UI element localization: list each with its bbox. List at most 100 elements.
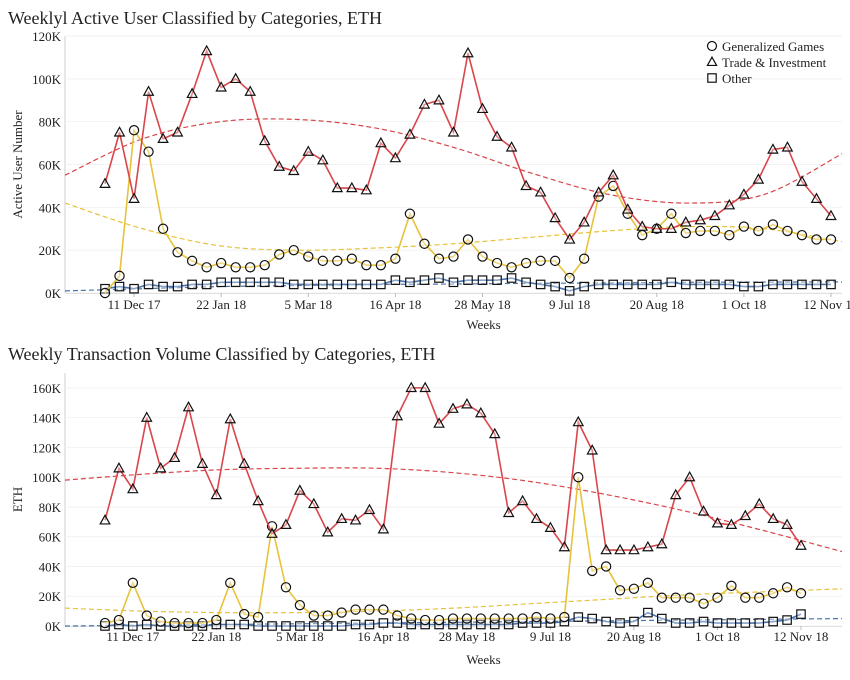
point-other: [448, 619, 458, 630]
point-generalized-games: [143, 146, 154, 157]
point-trade-investment: [331, 181, 344, 193]
point-generalized-games: [491, 257, 503, 269]
point-other: [656, 613, 667, 624]
point-trade-investment: [419, 381, 431, 393]
point-other: [768, 279, 778, 290]
point-generalized-games: [448, 251, 459, 262]
point-trade-investment: [767, 512, 779, 524]
point-other: [550, 281, 560, 292]
point-generalized-games: [517, 613, 528, 624]
point-other: [670, 618, 681, 628]
point-trade-investment: [113, 461, 125, 473]
point-trade-investment: [711, 517, 724, 528]
point-trade-investment: [753, 497, 766, 509]
point-other: [593, 279, 604, 290]
y-tick-label: 40K: [39, 200, 62, 215]
point-generalized-games: [238, 608, 250, 620]
point-other: [579, 281, 589, 292]
point-generalized-games: [201, 262, 212, 273]
point-other: [332, 279, 343, 290]
point-generalized-games: [549, 255, 561, 267]
point-trade-investment: [709, 209, 721, 221]
point-other: [187, 279, 197, 290]
point-trade-investment: [669, 488, 682, 500]
point-generalized-games: [680, 227, 692, 239]
point-generalized-games: [781, 582, 793, 593]
point-generalized-games: [796, 229, 808, 241]
point-generalized-games: [128, 125, 140, 136]
point-trade-investment: [238, 457, 251, 468]
point-trade-investment: [558, 540, 571, 552]
point-trade-investment: [447, 126, 460, 137]
x-axis-label: Weeks: [466, 652, 500, 667]
point-trade-investment: [215, 81, 227, 92]
point-generalized-games: [628, 583, 640, 594]
point-other: [503, 619, 514, 630]
point-generalized-games: [535, 255, 546, 267]
point-generalized-games: [600, 561, 612, 572]
point-generalized-games: [447, 613, 459, 624]
x-tick-label: 11 Dec 17: [108, 297, 161, 312]
point-other: [143, 279, 154, 290]
point-generalized-games: [364, 604, 375, 615]
point-generalized-games: [767, 219, 779, 230]
point-other: [726, 618, 737, 628]
point-trade-investment: [157, 132, 169, 143]
point-trade-investment: [142, 85, 155, 96]
point-generalized-games: [724, 229, 735, 241]
point-other: [651, 279, 662, 290]
point-generalized-games: [795, 588, 807, 599]
point-other: [739, 281, 749, 292]
point-trade-investment: [280, 518, 292, 529]
point-generalized-games: [642, 577, 654, 589]
x-tick-label: 22 Jan 18: [196, 297, 246, 312]
point-trade-investment: [679, 216, 692, 227]
series-line-other: [104, 277, 831, 292]
point-other: [796, 609, 806, 619]
point-generalized-games: [684, 592, 695, 603]
point-generalized-games: [169, 617, 180, 629]
point-trade-investment: [210, 488, 223, 500]
point-other: [434, 273, 444, 283]
point-trade-investment: [316, 153, 329, 165]
point-trade-investment: [113, 126, 126, 137]
x-tick-label: 5 Mar 18: [276, 629, 324, 644]
y-axis-label: Active User Number: [10, 110, 25, 219]
point-other: [216, 277, 226, 288]
point-trade-investment: [287, 164, 300, 176]
point-trade-investment: [99, 177, 111, 188]
point-trade-investment: [377, 522, 390, 534]
point-other: [448, 277, 459, 288]
point-trade-investment: [572, 415, 585, 427]
point-generalized-games: [155, 616, 166, 627]
x-tick-label: 28 May 18: [454, 297, 510, 312]
point-other: [336, 621, 347, 631]
point-other: [245, 277, 255, 288]
point-generalized-games: [475, 613, 487, 624]
point-trade-investment: [99, 514, 111, 525]
legend-marker-circle: [706, 40, 718, 52]
point-trade-investment: [607, 168, 620, 180]
point-generalized-games: [531, 611, 542, 623]
point-generalized-games: [461, 613, 473, 624]
point-trade-investment: [530, 512, 543, 524]
legend-label: Generalized Games: [722, 39, 824, 54]
point-trade-investment: [810, 192, 823, 203]
point-generalized-games: [172, 247, 183, 258]
point-generalized-games: [503, 613, 514, 624]
point-generalized-games: [433, 253, 445, 264]
point-trade-investment: [738, 188, 750, 199]
point-trade-investment: [405, 381, 418, 393]
point-trade-investment: [752, 173, 765, 184]
point-other: [128, 621, 138, 631]
point-trade-investment: [360, 183, 373, 195]
point-generalized-games: [288, 244, 299, 256]
point-trade-investment: [391, 409, 404, 421]
y-tick-label: 160K: [32, 381, 62, 396]
point-generalized-games: [614, 585, 626, 596]
point-other: [295, 621, 305, 631]
point-generalized-games: [280, 582, 292, 593]
point-generalized-games: [99, 617, 111, 629]
point-trade-investment: [140, 411, 153, 422]
